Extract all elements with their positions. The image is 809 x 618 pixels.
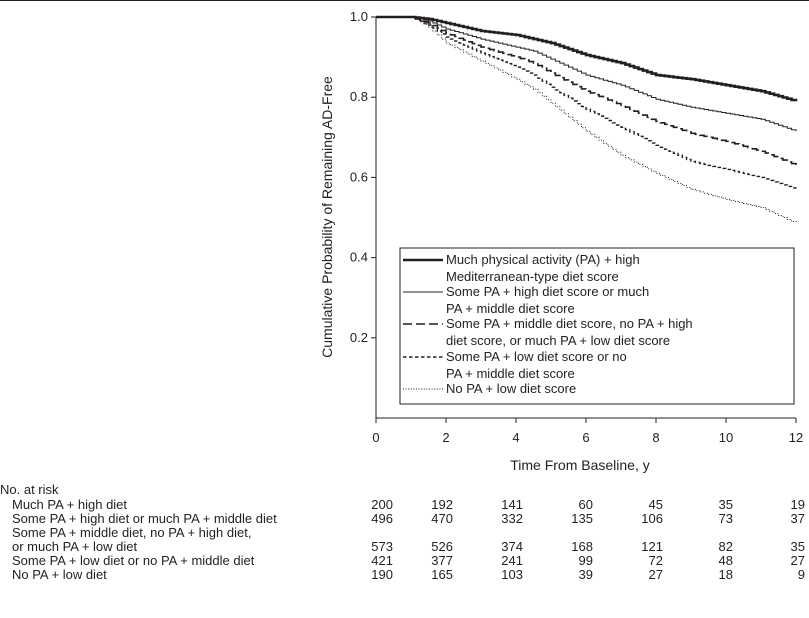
survival-curve-3 [376, 16, 797, 166]
risk-row-label: Some PA + low diet or no PA + middle die… [12, 553, 255, 568]
risk-value: 377 [431, 553, 453, 568]
risk-value: 99 [578, 553, 593, 568]
risk-value: 9 [797, 567, 805, 582]
x-axis-title: Time From Baseline, y [510, 457, 650, 473]
risk-table-row: Some PA + middle diet, no PA + high diet… [0, 525, 809, 554]
legend-label: Some PA + low diet score or no [446, 349, 627, 364]
risk-row-label: or much PA + low diet [12, 539, 138, 554]
legend-label: No PA + low diet score [446, 381, 576, 396]
risk-table-row: Much PA + high diet 200 192 141 60 45 35 19 [0, 498, 809, 512]
risk-value: 35 [790, 539, 805, 554]
risk-table-row: Some PA + low diet or no PA + middle die… [0, 554, 809, 568]
risk-value: 27 [648, 567, 663, 582]
risk-value: 141 [501, 497, 523, 512]
risk-row-label: Some PA + high diet or much PA + middle … [12, 511, 277, 526]
survival-curve-1 [376, 15, 798, 102]
x-tick-label: 8 [652, 430, 659, 445]
y-tick-label: 1.0 [350, 9, 368, 24]
x-tick-label: 4 [512, 430, 519, 445]
y-tick-label: 0.2 [350, 330, 368, 345]
risk-value: 192 [431, 497, 453, 512]
legend-label: diet score, or much PA + low diet score [446, 333, 670, 348]
risk-value: 470 [431, 511, 453, 526]
risk-value: 332 [501, 511, 523, 526]
legend-label: Much physical activity (PA) + high [446, 252, 640, 267]
risk-table-title: No. at risk [0, 482, 59, 497]
risk-value: 73 [718, 511, 733, 526]
risk-value: 190 [371, 567, 393, 582]
risk-value: 19 [790, 497, 805, 512]
y-axis-title: Cumulative Probability of Remaining AD-F… [319, 76, 335, 358]
risk-value: 200 [371, 497, 393, 512]
risk-row-label: Some PA + middle diet, no PA + high diet… [12, 525, 252, 540]
risk-value: 241 [501, 553, 523, 568]
top-rule [0, 0, 809, 1]
risk-value: 165 [431, 567, 453, 582]
risk-value: 168 [571, 539, 593, 554]
x-tick-label: 10 [719, 430, 733, 445]
chart-legend: Much physical activity (PA) + high Medite… [399, 247, 795, 405]
risk-value: 35 [718, 497, 733, 512]
risk-value: 45 [648, 497, 663, 512]
risk-value: 496 [371, 511, 393, 526]
risk-value: 60 [578, 497, 593, 512]
legend-label: Some PA + middle diet score, no PA + hig… [446, 316, 693, 331]
chart-axes: 0.2 0.4 0.6 0.8 1.0 0 2 4 6 8 10 12 [350, 9, 803, 445]
risk-value: 421 [371, 553, 393, 568]
survival-curve-5 [376, 16, 797, 224]
risk-value: 72 [648, 553, 663, 568]
legend-label: Mediterranean-type diet score [446, 269, 619, 284]
x-tick-label: 2 [442, 430, 449, 445]
x-tick-label: 12 [789, 430, 803, 445]
legend-label: PA + middle diet score [446, 366, 575, 381]
y-tick-label: 0.6 [350, 169, 368, 184]
risk-value: 121 [641, 539, 663, 554]
risk-value: 37 [790, 511, 805, 526]
risk-table-row: Some PA + high diet or much PA + middle … [0, 512, 809, 526]
risk-value: 82 [718, 539, 733, 554]
y-tick-label: 0.4 [350, 250, 368, 265]
survival-curve-2 [376, 16, 797, 132]
risk-table-row: No PA + low diet 190 165 103 39 27 18 9 [0, 568, 809, 582]
risk-value: 526 [431, 539, 453, 554]
survival-chart: 0.2 0.4 0.6 0.8 1.0 0 2 4 6 8 10 12 Much physical a… [319, 9, 803, 473]
legend-label: PA + middle diet score [446, 301, 575, 316]
risk-value: 103 [501, 567, 523, 582]
risk-row-label: Much PA + high diet [12, 497, 128, 512]
risk-value: 374 [501, 539, 523, 554]
risk-value: 106 [641, 511, 663, 526]
risk-value: 39 [578, 567, 593, 582]
x-tick-label: 0 [372, 430, 379, 445]
chart-curves [376, 15, 798, 224]
survival-curve-4 [376, 16, 797, 190]
risk-value: 27 [790, 553, 805, 568]
x-tick-label: 6 [582, 430, 589, 445]
risk-value: 573 [371, 539, 393, 554]
risk-value: 48 [718, 553, 733, 568]
risk-row-label: No PA + low diet [12, 567, 107, 582]
legend-box [399, 247, 795, 405]
legend-label: Some PA + high diet score or much [446, 284, 649, 299]
y-tick-label: 0.8 [350, 89, 368, 104]
risk-value: 135 [571, 511, 593, 526]
risk-value: 18 [718, 567, 733, 582]
